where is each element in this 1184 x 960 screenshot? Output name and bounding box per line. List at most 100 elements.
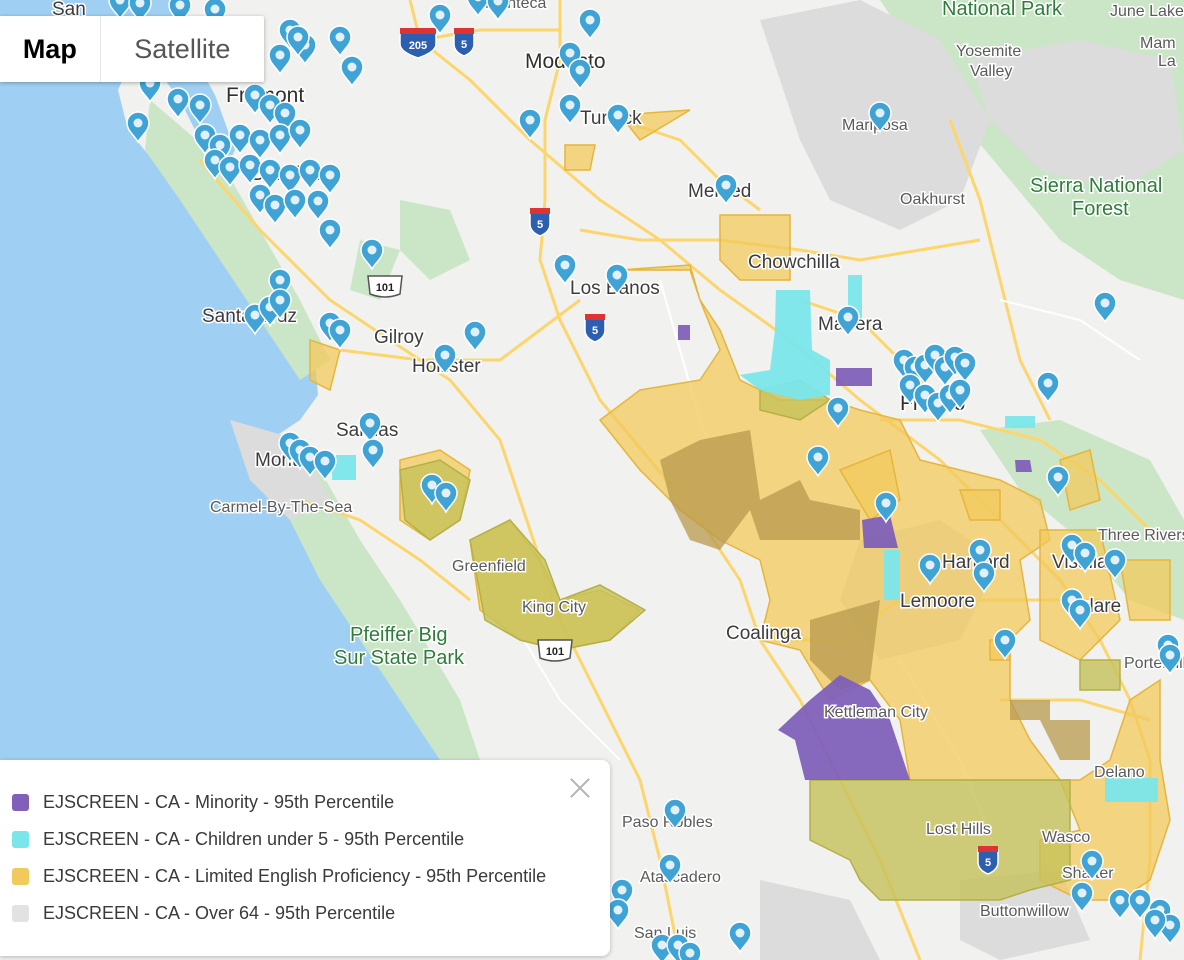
label-sierra-nf-1: Sierra National [1030, 175, 1162, 197]
map-pin-icon[interactable] [126, 111, 150, 144]
map-pin-icon[interactable] [434, 481, 458, 514]
map-pin-icon[interactable] [318, 218, 342, 251]
legend-label: EJSCREEN - CA - Minority - 95th Percenti… [43, 791, 395, 812]
map-pin-icon[interactable] [466, 0, 490, 18]
overlay-overlap [660, 430, 1090, 760]
map-pin-icon[interactable] [806, 445, 830, 478]
map-pin-icon[interactable] [128, 0, 152, 24]
label-pfeiffer-1: Pfeiffer Big [350, 624, 447, 646]
legend-swatch [12, 904, 29, 922]
us-101-shield: 101 [537, 639, 573, 662]
label-yosemite-valley-1: Yosemite [956, 43, 1021, 60]
map-pin-icon[interactable] [1080, 849, 1104, 882]
label-yosemite-np: National Park [942, 0, 1063, 20]
map-pin-icon[interactable] [361, 438, 385, 471]
map-pin-icon[interactable] [288, 118, 312, 151]
label-coalinga: Coalinga [726, 623, 801, 644]
map-pin-icon[interactable] [218, 155, 242, 188]
map-pin-icon[interactable] [1103, 548, 1127, 581]
map-pin-icon[interactable] [553, 253, 577, 286]
svg-text:205: 205 [409, 40, 427, 52]
map-pin-icon[interactable] [228, 123, 252, 156]
legend-label: EJSCREEN - CA - Children under 5 - 95th … [43, 828, 465, 849]
legend-item-minority: EJSCREEN - CA - Minority - 95th Percenti… [12, 787, 394, 817]
map-type-satellite-button[interactable]: Satellite [134, 33, 231, 64]
map-pin-icon[interactable] [238, 153, 262, 186]
map-pin-icon[interactable] [658, 853, 682, 886]
map-pin-icon[interactable] [313, 449, 337, 482]
map-pin-icon[interactable] [248, 128, 272, 161]
map-pin-icon[interactable] [283, 188, 307, 221]
map-pin-icon[interactable] [428, 3, 452, 36]
map-pin-icon[interactable] [1070, 881, 1094, 914]
label-pfeiffer-2: Sur State Park [334, 647, 465, 669]
map-pin-icon[interactable] [836, 305, 860, 338]
label-lemoore: Lemoore [900, 591, 975, 612]
map-pin-icon[interactable] [874, 491, 898, 524]
map-pin-icon[interactable] [558, 93, 582, 126]
map-pin-icon[interactable] [433, 343, 457, 376]
map-pin-icon[interactable] [1046, 465, 1070, 498]
interstate-205-shield: 205 [399, 28, 437, 59]
map-pin-icon[interactable] [606, 898, 630, 931]
map-pin-icon[interactable] [328, 25, 352, 58]
map-pin-icon[interactable] [168, 0, 192, 26]
map-pin-icon[interactable] [268, 123, 292, 156]
svg-text:5: 5 [461, 39, 467, 51]
map-pin-icon[interactable] [1036, 371, 1060, 404]
map-pin-icon[interactable] [463, 320, 487, 353]
map-pin-icon[interactable] [263, 193, 287, 226]
map-pin-icon[interactable] [518, 108, 542, 141]
label-yosemite-valley-2: Valley [970, 63, 1012, 80]
map-type-map-button[interactable]: Map [0, 16, 101, 82]
map-pin-icon[interactable] [1093, 291, 1117, 324]
map-pin-icon[interactable] [268, 43, 292, 76]
map-pin-icon[interactable] [568, 58, 592, 91]
map-pin-icon[interactable] [298, 158, 322, 191]
map-pin-icon[interactable] [358, 411, 382, 444]
map-pin-icon[interactable] [328, 318, 352, 351]
map-pin-icon[interactable] [1108, 888, 1132, 921]
svg-text:5: 5 [592, 325, 598, 337]
map-pin-icon[interactable] [1073, 541, 1097, 574]
label-carmel: Carmel-By-The-Sea [210, 499, 352, 516]
map-pin-icon[interactable] [948, 378, 972, 411]
label-delano: Delano [1094, 764, 1145, 781]
map-pin-icon[interactable] [1068, 598, 1092, 631]
map-pin-icon[interactable] [678, 941, 702, 960]
legend-panel: EJSCREEN - CA - Minority - 95th Percenti… [0, 760, 610, 956]
map-pin-icon[interactable] [953, 351, 977, 384]
map-pin-icon[interactable] [993, 628, 1017, 661]
interstate-5-shield: 5 [529, 208, 551, 237]
map-pin-icon[interactable] [1128, 888, 1152, 921]
map-pin-icon[interactable] [868, 101, 892, 134]
map-pin-icon[interactable] [306, 189, 330, 222]
map-pin-icon[interactable] [108, 0, 132, 21]
map-pin-icon[interactable] [606, 103, 630, 136]
map-pin-icon[interactable] [188, 93, 212, 126]
map-pin-icon[interactable] [605, 263, 629, 296]
map-pin-icon[interactable] [278, 163, 302, 196]
map-pin-icon[interactable] [340, 55, 364, 88]
close-icon[interactable] [566, 774, 594, 802]
map-pin-icon[interactable] [728, 921, 752, 954]
map-pin-icon[interactable] [578, 8, 602, 41]
map-pin-icon[interactable] [258, 158, 282, 191]
map-pin-icon[interactable] [826, 396, 850, 429]
map-pin-icon[interactable] [360, 238, 384, 271]
map-pin-icon[interactable] [972, 561, 996, 594]
map-pin-icon[interactable] [1143, 908, 1167, 941]
label-june-lake: June Lake [1110, 3, 1184, 20]
map-pin-icon[interactable] [918, 553, 942, 586]
map-pin-icon[interactable] [166, 87, 190, 120]
map-pin-icon[interactable] [486, 0, 510, 22]
svg-text:101: 101 [376, 282, 394, 294]
map-pin-icon[interactable] [286, 25, 310, 58]
map-pin-icon[interactable] [318, 163, 342, 196]
map-pin-icon[interactable] [268, 288, 292, 321]
us-101-shield: 101 [367, 275, 403, 298]
map-pin-icon[interactable] [663, 798, 687, 831]
map-pin-icon[interactable] [1158, 643, 1182, 676]
map-pin-icon[interactable] [714, 173, 738, 206]
